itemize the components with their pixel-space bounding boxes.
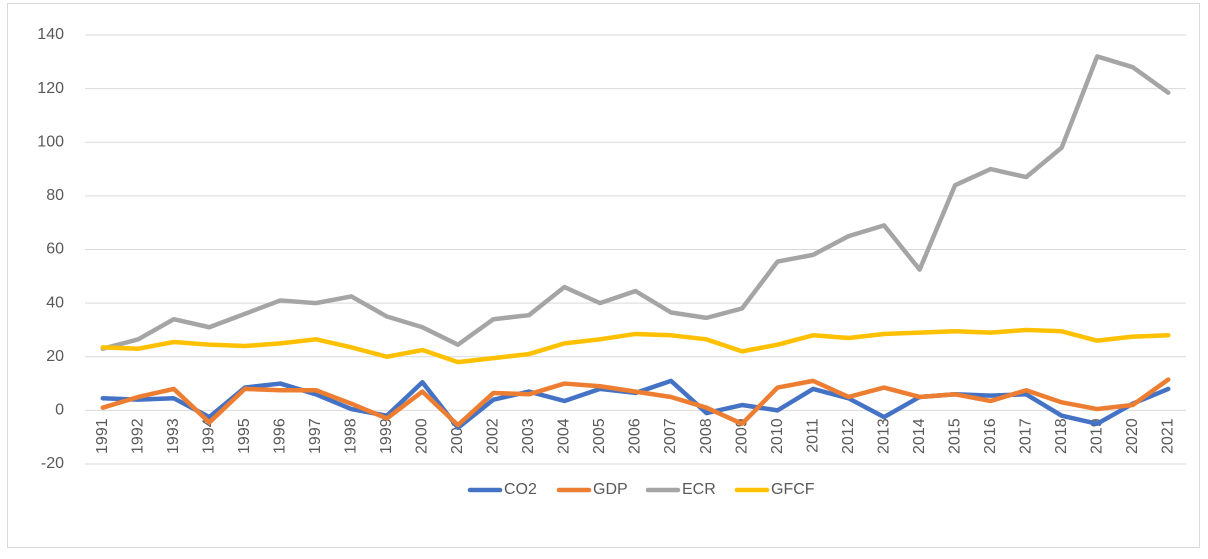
y-tick-label: -20 (41, 455, 64, 472)
x-tick-label: 2002 (485, 418, 502, 454)
x-tick-label: 1996 (272, 418, 289, 454)
y-tick-label: 20 (46, 348, 64, 365)
x-tick-label: 2020 (1124, 418, 1141, 454)
legend-label: CO2 (504, 481, 537, 498)
x-tick-label: 2008 (698, 418, 715, 454)
x-tick-label: 1993 (165, 418, 182, 454)
x-tick-label: 2005 (591, 418, 608, 454)
x-tick-label: 2007 (662, 418, 679, 454)
x-tick-label: 2017 (1017, 418, 1034, 454)
x-tick-label: 2006 (627, 418, 644, 454)
x-tick-label: 1999 (378, 418, 395, 454)
x-tick-label: 2018 (1053, 418, 1070, 454)
y-tick-label: 60 (46, 241, 64, 258)
x-tick-label: 1998 (343, 418, 360, 454)
chart-border (7, 3, 1200, 548)
x-tick-label: 2003 (520, 418, 537, 454)
series-line (100, 377, 1171, 428)
x-tick-label: 1995 (236, 418, 253, 454)
x-tick-label: 2016 (982, 418, 999, 454)
legend-label: GDP (593, 481, 628, 498)
legend-label: ECR (682, 481, 716, 498)
x-tick-label: 2011 (804, 418, 821, 453)
series-line (100, 54, 1171, 351)
x-tick-label: 1991 (94, 418, 111, 454)
y-tick-label: 80 (46, 187, 64, 204)
y-tick-label: 40 (46, 294, 64, 311)
x-tick-label: 1994 (201, 418, 218, 454)
series-line (100, 327, 1171, 365)
y-tick-label: 140 (37, 26, 64, 43)
x-tick-label: 2021 (1159, 418, 1176, 454)
y-tick-label: 100 (37, 133, 64, 150)
y-tick-label: 0 (55, 402, 64, 419)
x-tick-label: 1992 (129, 418, 146, 454)
x-tick-label: 2004 (556, 418, 573, 454)
x-tick-label: 2013 (875, 418, 892, 454)
x-tick-label: 2014 (911, 418, 928, 454)
y-tick-label: 120 (37, 80, 64, 97)
x-tick-label: 2010 (769, 418, 786, 454)
x-tick-label: 2012 (840, 418, 857, 454)
x-tick-label: 2015 (946, 418, 963, 454)
x-tick-label: 2019 (1088, 418, 1105, 454)
x-tick-label: 2009 (733, 418, 750, 454)
x-tick-label: 1997 (307, 418, 324, 454)
legend-label: GFCF (771, 481, 815, 498)
x-tick-label: 2000 (414, 418, 431, 454)
